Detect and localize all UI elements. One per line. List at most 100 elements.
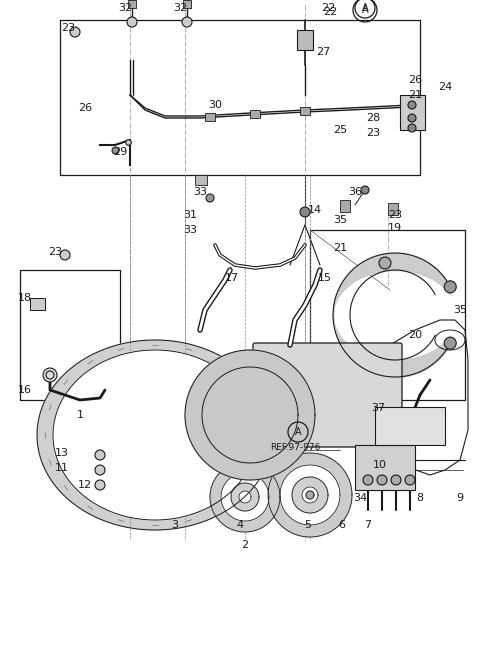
Text: 21: 21 <box>408 90 422 100</box>
Text: 11: 11 <box>55 463 69 473</box>
Bar <box>183 0 191 8</box>
FancyBboxPatch shape <box>253 343 402 447</box>
Text: 13: 13 <box>55 448 69 458</box>
Circle shape <box>361 186 369 194</box>
Text: 30: 30 <box>208 100 222 110</box>
Text: 21: 21 <box>333 243 347 253</box>
Circle shape <box>408 101 416 109</box>
Text: 22: 22 <box>323 7 337 17</box>
Text: 3: 3 <box>171 520 179 530</box>
Text: 5: 5 <box>304 520 312 530</box>
Polygon shape <box>292 477 328 513</box>
Text: 37: 37 <box>371 403 385 413</box>
Bar <box>300 107 310 115</box>
Text: 24: 24 <box>438 82 452 92</box>
Polygon shape <box>228 393 272 437</box>
Circle shape <box>300 207 310 217</box>
Circle shape <box>95 465 105 475</box>
Polygon shape <box>231 483 259 511</box>
Text: 25: 25 <box>333 125 347 135</box>
Bar <box>195 175 207 185</box>
Text: 18: 18 <box>18 293 32 303</box>
Polygon shape <box>302 487 318 503</box>
Text: 14: 14 <box>308 205 322 215</box>
Circle shape <box>444 281 456 293</box>
Bar <box>400 95 425 130</box>
Text: 32: 32 <box>118 3 132 13</box>
Text: 26: 26 <box>78 103 92 113</box>
Circle shape <box>363 475 373 485</box>
Polygon shape <box>202 367 298 463</box>
Circle shape <box>70 27 80 37</box>
Circle shape <box>408 124 416 132</box>
Text: 10: 10 <box>373 460 387 470</box>
Text: REF.97-976: REF.97-976 <box>270 443 320 453</box>
Text: 7: 7 <box>364 520 372 530</box>
Circle shape <box>377 475 387 485</box>
Text: 32: 32 <box>173 3 187 13</box>
Circle shape <box>379 257 391 269</box>
Bar <box>355 445 415 490</box>
Circle shape <box>43 368 57 382</box>
Text: 20: 20 <box>408 330 422 340</box>
Text: 22: 22 <box>321 3 335 13</box>
Text: A: A <box>362 3 368 13</box>
Text: 4: 4 <box>237 520 243 530</box>
Polygon shape <box>53 350 257 520</box>
Polygon shape <box>221 473 269 521</box>
Polygon shape <box>215 380 285 450</box>
Text: A: A <box>295 427 301 437</box>
Text: 23: 23 <box>61 23 75 33</box>
Polygon shape <box>238 403 262 427</box>
Bar <box>250 110 260 118</box>
Text: 33: 33 <box>183 225 197 235</box>
Text: 9: 9 <box>456 493 464 503</box>
Circle shape <box>206 194 214 202</box>
Circle shape <box>408 114 416 122</box>
Polygon shape <box>185 350 315 480</box>
Text: 23: 23 <box>388 210 402 220</box>
Polygon shape <box>37 340 273 530</box>
Text: A: A <box>362 5 368 15</box>
Text: 6: 6 <box>338 520 346 530</box>
Circle shape <box>391 475 401 485</box>
Text: 36: 36 <box>348 187 362 197</box>
Text: 19: 19 <box>388 223 402 233</box>
Text: 2: 2 <box>241 540 249 550</box>
Text: 31: 31 <box>183 210 197 220</box>
Bar <box>128 0 136 8</box>
Text: 15: 15 <box>318 273 332 283</box>
Circle shape <box>444 337 456 349</box>
Circle shape <box>95 450 105 460</box>
Bar <box>388 203 398 215</box>
Text: 35: 35 <box>333 215 347 225</box>
Text: 29: 29 <box>113 147 127 157</box>
Circle shape <box>182 17 192 27</box>
Polygon shape <box>239 491 251 503</box>
Circle shape <box>60 250 70 260</box>
Bar <box>30 298 45 310</box>
Text: 8: 8 <box>417 493 423 503</box>
Polygon shape <box>306 491 314 499</box>
Text: 23: 23 <box>366 128 380 138</box>
Text: 23: 23 <box>48 247 62 257</box>
Text: 34: 34 <box>353 493 367 503</box>
Bar <box>297 30 313 50</box>
Bar <box>205 113 215 121</box>
Text: 16: 16 <box>18 385 32 395</box>
Text: 12: 12 <box>78 480 92 490</box>
Polygon shape <box>210 462 280 532</box>
Text: 28: 28 <box>366 113 380 123</box>
Text: 1: 1 <box>76 410 84 420</box>
Bar <box>340 200 350 212</box>
Bar <box>375 407 445 445</box>
Circle shape <box>405 475 415 485</box>
Text: 35: 35 <box>453 305 467 315</box>
Text: 27: 27 <box>316 47 330 57</box>
Text: 33: 33 <box>193 187 207 197</box>
Text: 26: 26 <box>408 75 422 85</box>
Circle shape <box>95 480 105 490</box>
Text: 17: 17 <box>225 273 239 283</box>
Polygon shape <box>280 465 340 525</box>
Polygon shape <box>268 453 352 537</box>
